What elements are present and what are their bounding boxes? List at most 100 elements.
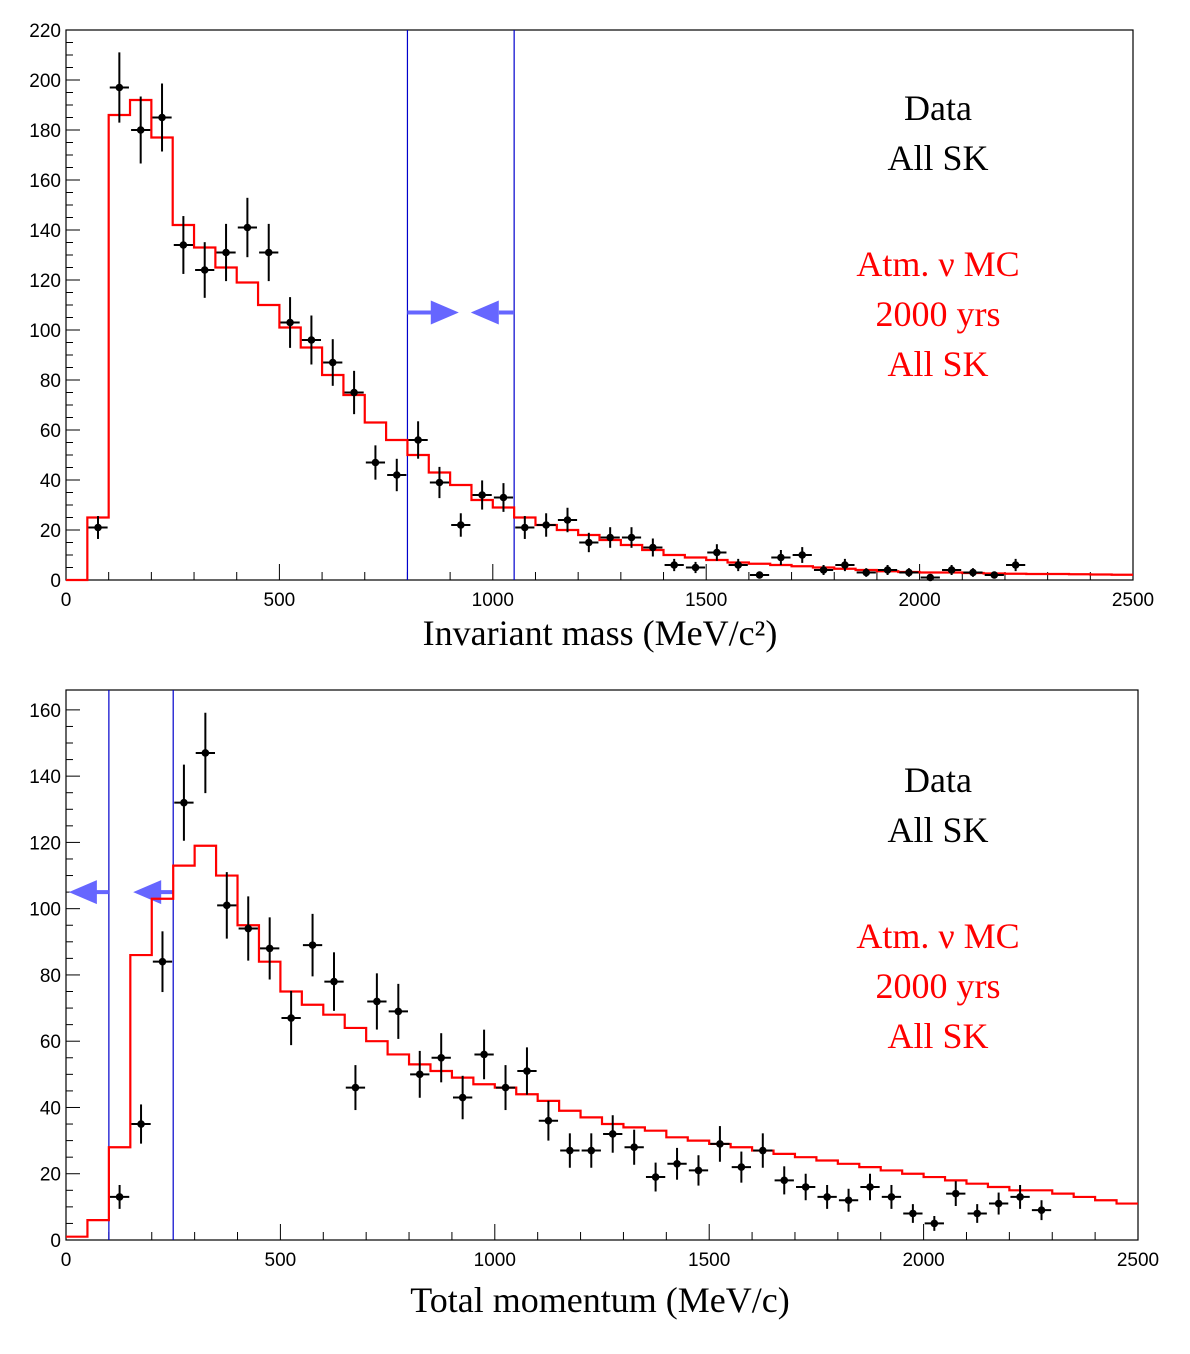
y-tick-label: 80 <box>40 371 61 392</box>
data-point <box>237 197 257 258</box>
data-point <box>323 339 343 386</box>
data-point <box>515 516 535 539</box>
data-points <box>88 52 1026 582</box>
data-point <box>835 558 855 572</box>
legend-mc-line-2: 2000 yrs <box>876 966 1001 1006</box>
data-point <box>1010 1184 1030 1209</box>
data-point <box>881 1184 902 1209</box>
data-point <box>817 1184 837 1209</box>
data-point <box>924 1216 944 1231</box>
data-marker <box>801 1183 810 1191</box>
data-point <box>856 568 876 577</box>
data-point <box>796 1173 816 1201</box>
data-point <box>344 370 364 415</box>
data-point <box>367 973 387 1030</box>
data-marker <box>437 1053 446 1062</box>
data-marker <box>330 977 338 986</box>
y-axis: 0 20 40 60 80 100 120 140 160 180 200 220 <box>29 21 80 592</box>
legend: Data All SK Atm. ν MC 2000 yrs All SK <box>856 760 1019 1056</box>
data-marker <box>926 573 935 582</box>
data-point <box>1006 558 1026 572</box>
x-tick-label: 2000 <box>902 1250 944 1271</box>
data-marker <box>523 1067 531 1075</box>
y-tick-label: 220 <box>29 21 61 42</box>
data-point <box>984 571 1004 579</box>
data-marker <box>414 436 422 444</box>
data-marker <box>994 1199 1003 1208</box>
data-marker <box>392 471 401 479</box>
data-marker <box>713 548 721 557</box>
data-point <box>813 565 834 575</box>
data-point <box>109 1184 130 1209</box>
data-point <box>603 1115 623 1153</box>
data-point <box>645 1162 666 1192</box>
data-point <box>707 544 727 561</box>
y-tick-label: 20 <box>40 1165 61 1186</box>
data-point <box>771 550 791 565</box>
data-marker <box>694 1166 703 1175</box>
data-point <box>946 1181 966 1207</box>
data-marker <box>930 1219 939 1228</box>
data-point <box>260 917 280 980</box>
data-marker <box>844 1196 853 1205</box>
x-axis-label: Invariant mass (MeV/c²) <box>423 613 778 653</box>
legend-mc-line-3: All SK <box>887 1016 988 1056</box>
y-tick-label: 60 <box>40 421 61 442</box>
data-marker <box>585 538 593 547</box>
data-marker <box>501 1083 510 1092</box>
data-marker <box>542 521 550 529</box>
y-tick-label: 0 <box>50 1231 61 1252</box>
data-marker <box>606 533 614 542</box>
data-point <box>774 1166 794 1195</box>
data-point <box>131 96 151 164</box>
data-marker <box>777 553 785 562</box>
data-marker <box>243 223 252 232</box>
cut-lines <box>68 690 174 1240</box>
y-tick-label: 160 <box>29 171 61 192</box>
data-point <box>600 527 620 548</box>
y-tick-label: 100 <box>29 321 61 342</box>
invariant-mass-panel: 0 20 40 60 80 100 120 140 160 180 200 220 0 500 1000 1… <box>29 21 1154 653</box>
data-point <box>560 1133 580 1168</box>
mc-step-line <box>66 844 1138 1238</box>
data-point <box>495 1065 516 1111</box>
x-tick-label: 1500 <box>685 590 727 611</box>
data-marker <box>201 749 210 757</box>
data-point <box>387 458 407 492</box>
data-marker <box>973 1209 981 1218</box>
data-point <box>324 952 344 1011</box>
legend-mc-line-1: Atm. ν MC <box>856 916 1019 956</box>
data-marker <box>521 523 529 532</box>
data-point <box>174 764 194 841</box>
data-marker <box>755 571 764 579</box>
data-point <box>728 558 748 572</box>
data-point <box>749 571 770 579</box>
data-point <box>408 421 428 459</box>
data-marker <box>969 568 977 577</box>
data-point <box>1031 1200 1052 1221</box>
data-point <box>664 558 684 572</box>
data-marker <box>94 523 102 532</box>
data-marker <box>137 1120 145 1128</box>
data-marker <box>373 997 381 1006</box>
data-marker <box>862 568 871 577</box>
data-marker <box>456 521 465 529</box>
data-point <box>474 1029 494 1080</box>
data-marker <box>716 1140 724 1148</box>
y-tick-label: 0 <box>50 571 61 592</box>
data-point <box>302 913 323 977</box>
x-tick-label: 0 <box>61 1250 72 1271</box>
data-marker <box>691 563 700 572</box>
data-marker <box>478 491 486 499</box>
data-marker <box>841 561 849 569</box>
data-marker <box>308 941 317 949</box>
data-marker <box>286 318 294 327</box>
data-marker <box>673 1159 681 1168</box>
y-tick-label: 80 <box>40 966 61 987</box>
y-tick-label: 180 <box>29 121 61 142</box>
data-point <box>345 1065 366 1111</box>
data-marker <box>866 1183 874 1191</box>
plot-frame <box>65 689 1139 1241</box>
x-tick-label: 2000 <box>898 590 940 611</box>
x-axis: 0 500 1000 1500 2000 2500 <box>61 1224 1159 1271</box>
